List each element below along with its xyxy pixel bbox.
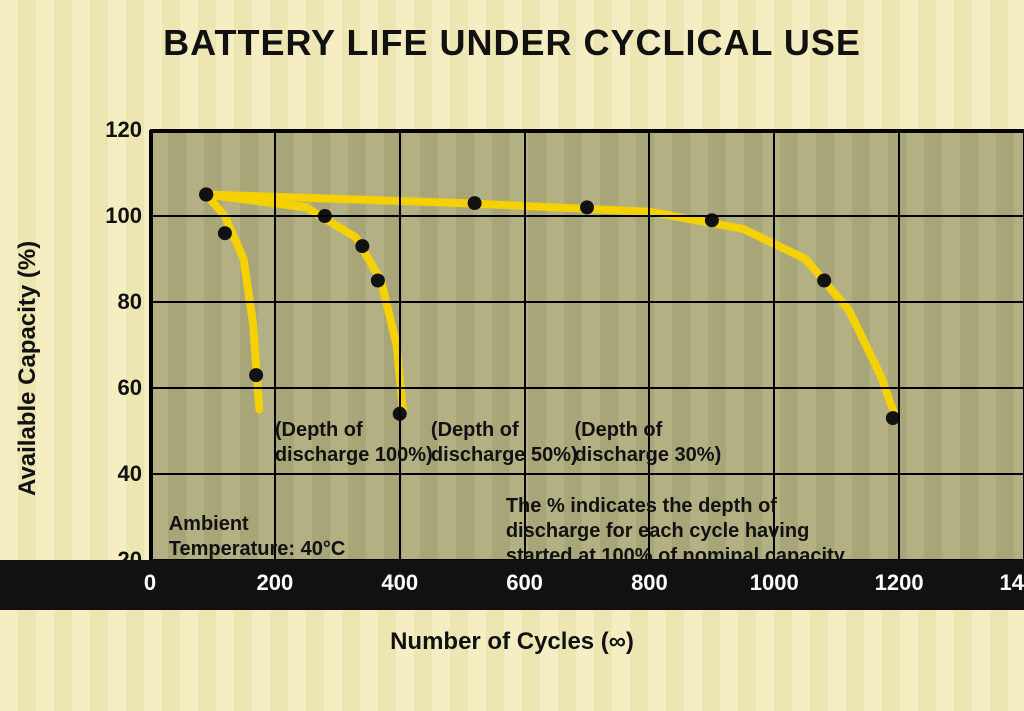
y-tick-label: 40 — [92, 461, 142, 487]
y-tick-label: 80 — [92, 289, 142, 315]
x-axis-label: Number of Cycles (∞) — [0, 628, 1024, 656]
x-tick-label: 400 — [381, 570, 418, 596]
plot-area: (Depth of discharge 100%)(Depth of disch… — [150, 130, 1024, 560]
series-label-depth-30: (Depth of discharge 30%) — [575, 418, 722, 468]
y-axis-label: Available Capacity (%) — [14, 240, 42, 495]
y-tick-label: 120 — [92, 117, 142, 143]
annotation-ambient-temp: Ambient Temperature: 40°C — [169, 512, 346, 562]
x-tick-label: 1200 — [875, 570, 924, 596]
x-tick-label: 800 — [631, 570, 668, 596]
y-tick-label: 20 — [92, 547, 142, 573]
x-tick-label: 1000 — [750, 570, 799, 596]
chart-title: BATTERY LIFE UNDER CYCLICAL USE — [0, 22, 1024, 64]
annotation-depth-note: The % indicates the depth of discharge f… — [506, 494, 845, 569]
series-label-depth-50: (Depth of discharge 50%) — [431, 418, 578, 468]
y-tick-label: 100 — [92, 203, 142, 229]
x-tick-label: 0 — [144, 570, 156, 596]
chart-page: BATTERY LIFE UNDER CYCLICAL USE Availabl… — [0, 0, 1024, 711]
x-tick-label: 600 — [506, 570, 543, 596]
x-tick-label: 200 — [256, 570, 293, 596]
series-label-depth-100: (Depth of discharge 100%) — [275, 418, 433, 468]
y-tick-label: 60 — [92, 375, 142, 401]
x-tick-label: 1400 — [1000, 570, 1024, 596]
